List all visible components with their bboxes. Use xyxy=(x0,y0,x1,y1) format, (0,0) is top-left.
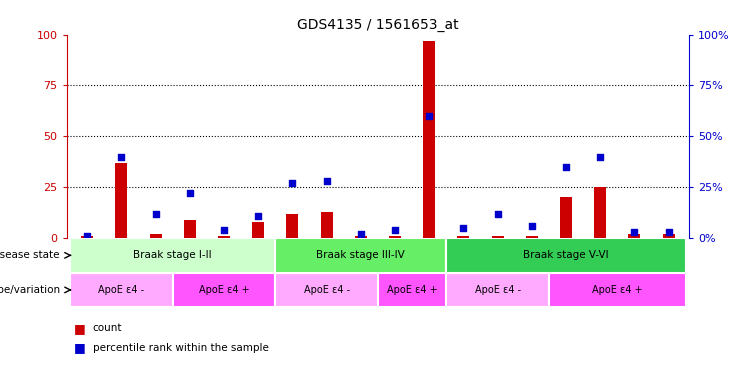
Text: Braak stage V-VI: Braak stage V-VI xyxy=(523,250,609,260)
Bar xyxy=(70,273,173,307)
Text: ApoE ε4 -: ApoE ε4 - xyxy=(474,285,521,295)
Bar xyxy=(457,236,469,238)
Text: Braak stage I-II: Braak stage I-II xyxy=(133,250,212,260)
Text: ApoE ε4 +: ApoE ε4 + xyxy=(387,285,437,295)
Bar xyxy=(378,273,446,307)
Text: ■: ■ xyxy=(74,322,90,335)
Bar xyxy=(491,236,504,238)
Point xyxy=(184,190,196,196)
Point xyxy=(218,227,230,233)
Bar xyxy=(70,238,276,273)
Point xyxy=(116,154,127,160)
Text: ■: ■ xyxy=(74,341,90,354)
Bar xyxy=(276,238,446,273)
Bar xyxy=(446,273,549,307)
Bar xyxy=(355,236,367,238)
Bar xyxy=(184,220,196,238)
Point xyxy=(662,229,674,235)
Point xyxy=(321,178,333,184)
Text: ApoE ε4 +: ApoE ε4 + xyxy=(592,285,642,295)
Point xyxy=(594,154,606,160)
Text: genotype/variation: genotype/variation xyxy=(0,285,63,295)
Bar xyxy=(116,163,127,238)
Point xyxy=(526,223,538,229)
Point xyxy=(287,180,299,186)
Point xyxy=(355,231,367,237)
Text: Braak stage III-IV: Braak stage III-IV xyxy=(316,250,405,260)
Bar xyxy=(287,214,299,238)
Bar xyxy=(150,234,162,238)
Bar xyxy=(423,41,435,238)
Bar xyxy=(252,222,265,238)
Bar xyxy=(218,236,230,238)
Point xyxy=(252,213,264,219)
Point xyxy=(150,210,162,217)
Bar xyxy=(549,273,685,307)
Text: count: count xyxy=(93,323,122,333)
Title: GDS4135 / 1561653_at: GDS4135 / 1561653_at xyxy=(297,18,459,32)
Bar xyxy=(389,236,401,238)
Bar xyxy=(628,234,640,238)
Point xyxy=(389,227,401,233)
Text: ApoE ε4 -: ApoE ε4 - xyxy=(99,285,144,295)
Bar xyxy=(321,212,333,238)
Point xyxy=(492,210,504,217)
Bar xyxy=(446,238,685,273)
Bar xyxy=(560,197,572,238)
Point xyxy=(82,233,93,239)
Point xyxy=(628,229,640,235)
Text: disease state: disease state xyxy=(0,250,63,260)
Bar xyxy=(594,187,606,238)
Bar xyxy=(276,273,378,307)
Text: percentile rank within the sample: percentile rank within the sample xyxy=(93,343,268,353)
Point xyxy=(457,225,469,231)
Bar xyxy=(82,236,93,238)
Point xyxy=(423,113,435,119)
Text: ApoE ε4 +: ApoE ε4 + xyxy=(199,285,249,295)
Bar xyxy=(662,234,674,238)
Text: ApoE ε4 -: ApoE ε4 - xyxy=(304,285,350,295)
Bar xyxy=(526,236,538,238)
Point xyxy=(560,164,572,170)
Bar xyxy=(173,273,276,307)
